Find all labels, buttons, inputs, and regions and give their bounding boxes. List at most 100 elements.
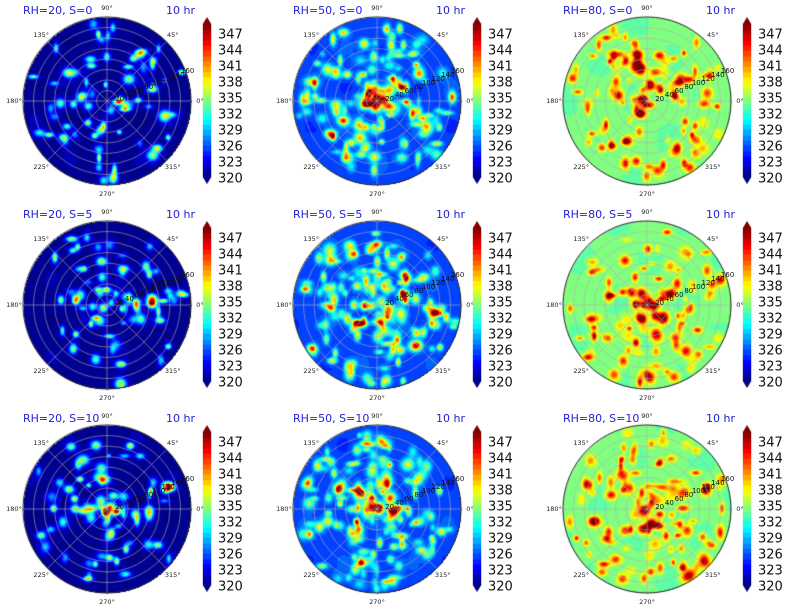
radial-tick-label: 60 — [404, 494, 414, 503]
colorbar-tick-label: 320 — [758, 171, 783, 187]
colorbar — [202, 424, 212, 593]
colorbar-tick-label: 341 — [758, 263, 783, 279]
colorbar-tick-label: 335 — [488, 295, 513, 311]
angle-tick-label: 135° — [573, 31, 590, 40]
colorbar-tick-label: 332 — [218, 515, 243, 531]
colorbar-tick-label: 332 — [758, 515, 783, 531]
angle-tick-label: 135° — [303, 31, 320, 40]
polar-heatmap — [0, 0, 214, 204]
colorbar-tick-label: 323 — [758, 155, 783, 171]
colorbar-tick-label: 347 — [218, 435, 243, 451]
angle-tick-label: 180° — [6, 505, 22, 513]
angle-tick-label: 90° — [101, 412, 113, 420]
angle-tick-label: 225° — [573, 162, 590, 171]
colorbar-tick-label: 338 — [488, 75, 513, 91]
angle-tick-label: 135° — [303, 235, 320, 244]
angle-tick-label: 270° — [369, 190, 385, 198]
colorbar-tick-label: 341 — [488, 263, 513, 279]
colorbar-tick-label: 326 — [758, 139, 783, 155]
colorbar-tick-label: 326 — [488, 343, 513, 359]
colorbar-tick-label: 320 — [218, 375, 243, 391]
colorbar-tick-label: 347 — [758, 435, 783, 451]
colorbar-tick-label: 332 — [218, 107, 243, 123]
radial-tick-label: 20 — [385, 502, 395, 511]
angle-tick-label: 45° — [436, 235, 449, 244]
radial-tick-label: 160 — [450, 66, 465, 75]
radial-tick-label: 140 — [441, 478, 455, 487]
colorbar-tick-label: 332 — [488, 515, 513, 531]
colorbar-tick-label: 338 — [758, 75, 783, 91]
colorbar — [742, 424, 752, 593]
angle-tick-label: 45° — [436, 31, 449, 40]
angle-tick-label: 0° — [466, 301, 474, 309]
colorbar-tick-label: 338 — [218, 483, 243, 499]
angle-tick-label: 0° — [466, 97, 474, 105]
polar-heatmap — [540, 408, 754, 612]
colorbar-tick-label: 329 — [488, 531, 513, 547]
radial-tick-label: 20 — [655, 298, 665, 307]
polar-panel: RH=20, S=010 hr0°45°90°135°180°225°270°3… — [0, 0, 264, 204]
angle-tick-label: 225° — [303, 162, 320, 171]
radial-tick-label: 60 — [674, 290, 684, 299]
colorbar-tick-label: 347 — [218, 27, 243, 43]
radial-tick-label: 40 — [664, 498, 674, 507]
colorbar-tick-label: 335 — [758, 295, 783, 311]
angle-tick-label: 90° — [101, 208, 113, 216]
angle-tick-label: 90° — [371, 412, 383, 420]
colorbar-tick-label: 335 — [758, 499, 783, 515]
polar-panel: RH=20, S=1010 hr0°45°90°135°180°225°270°… — [0, 408, 264, 612]
radial-tick-label: 20 — [385, 94, 395, 103]
colorbar-tick-label: 329 — [218, 531, 243, 547]
angle-tick-label: 0° — [196, 505, 204, 513]
radial-tick-label: 80 — [684, 82, 694, 91]
radial-tick-label: 100 — [691, 78, 706, 87]
polar-panel: RH=80, S=1010 hr0°45°90°135°180°225°270°… — [540, 408, 793, 612]
colorbar-tick-label: 335 — [218, 499, 243, 515]
radial-tick-label: 60 — [404, 86, 414, 95]
radial-tick-label: 160 — [720, 474, 735, 483]
radial-tick-label: 80 — [144, 82, 154, 91]
polar-heatmap — [540, 0, 754, 204]
colorbar-tick-label: 347 — [218, 231, 243, 247]
angle-tick-label: 315° — [704, 366, 721, 375]
colorbar-tick-label: 329 — [758, 531, 783, 547]
polar-panel: RH=50, S=1010 hr0°45°90°135°180°225°270°… — [270, 408, 534, 612]
colorbar-tick-label: 338 — [218, 75, 243, 91]
colorbar-tick-label: 338 — [488, 279, 513, 295]
radial-tick-label: 20 — [385, 298, 395, 307]
colorbar-tick-label: 323 — [758, 359, 783, 375]
angle-tick-label: 270° — [639, 598, 655, 606]
colorbar-tick-label: 347 — [488, 27, 513, 43]
angle-tick-label: 45° — [166, 31, 179, 40]
radial-tick-label: 100 — [691, 282, 706, 291]
radial-tick-label: 80 — [414, 490, 424, 499]
colorbar-tick-label: 329 — [218, 123, 243, 139]
colorbar-tick-label: 344 — [758, 247, 783, 263]
radial-tick-label: 160 — [450, 270, 465, 279]
colorbar-tick-label: 344 — [488, 247, 513, 263]
polar-heatmap — [270, 204, 484, 408]
radial-tick-label: 120 — [431, 278, 445, 287]
polar-panel: RH=50, S=010 hr0°45°90°135°180°225°270°3… — [270, 0, 534, 204]
radial-tick-label: 80 — [414, 286, 424, 295]
radial-tick-label: 40 — [664, 294, 674, 303]
colorbar-tick-label: 332 — [758, 107, 783, 123]
colorbar-tick-label: 326 — [488, 547, 513, 563]
angle-tick-label: 225° — [573, 366, 590, 375]
angle-tick-label: 225° — [303, 366, 320, 375]
polar-panel: RH=50, S=510 hr0°45°90°135°180°225°270°3… — [270, 204, 534, 408]
angle-tick-label: 180° — [6, 97, 22, 105]
radial-tick-label: 60 — [134, 86, 144, 95]
polar-panel: RH=80, S=510 hr0°45°90°135°180°225°270°3… — [540, 204, 793, 408]
radial-tick-label: 140 — [441, 274, 455, 283]
colorbar-tick-label: 320 — [758, 375, 783, 391]
colorbar-tick-label: 320 — [218, 579, 243, 595]
colorbar-tick-label: 329 — [758, 123, 783, 139]
angle-tick-label: 135° — [33, 235, 50, 244]
colorbar-tick-label: 338 — [758, 279, 783, 295]
angle-tick-label: 180° — [546, 505, 562, 513]
angle-tick-label: 0° — [736, 97, 744, 105]
radial-tick-label: 40 — [394, 90, 404, 99]
colorbar-tick-label: 344 — [488, 43, 513, 59]
angle-tick-label: 0° — [466, 505, 474, 513]
